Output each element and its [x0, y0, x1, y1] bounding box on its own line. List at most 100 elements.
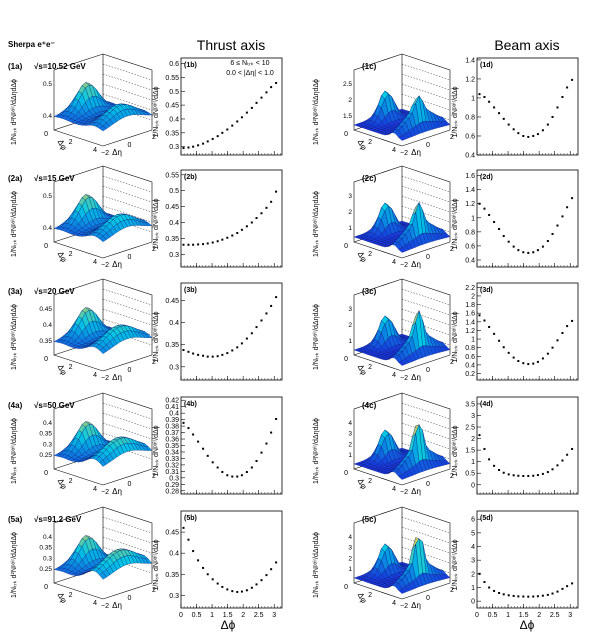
- data-point: [527, 363, 530, 366]
- surface-tick-z: 1: [348, 338, 352, 345]
- data-point: [255, 583, 258, 586]
- data-point: [551, 232, 554, 235]
- y-tick-label: 0.4: [169, 220, 179, 227]
- projection-frame: [476, 57, 579, 156]
- surface-tick-deta: 0: [128, 595, 132, 602]
- data-point: [532, 474, 535, 477]
- surface-axis-deta: [102, 241, 153, 259]
- surface-patch: [398, 588, 406, 594]
- surface-tick-deta: 0: [128, 367, 132, 374]
- surface-gridline: [401, 402, 451, 420]
- data-point: [488, 458, 491, 461]
- panel-label: (1a): [8, 62, 23, 71]
- y-tick-label: 0.55: [165, 75, 179, 82]
- y-tick-label: 2.2: [465, 285, 475, 292]
- y-tick-label: 0.5: [169, 89, 179, 96]
- surface-axis-dphi: [353, 468, 403, 486]
- data-point: [541, 472, 544, 475]
- surface-dphi-label: Δφ: [56, 591, 69, 605]
- surface-tick-z: 2: [348, 441, 352, 448]
- data-point: [226, 236, 229, 239]
- panel-label: (2c): [362, 174, 377, 183]
- surface-a-ylabel: 1/Nₜᵣₖ d²Nᵖᵃⁱʳ/dΔηdΔϕ: [10, 79, 18, 145]
- panel-label: (4a): [8, 401, 23, 410]
- y-tick-label: 0.31: [165, 469, 179, 476]
- projection-b-ylabel: 1/Nₜᵣₖ dNᵖᵃⁱʳ/dΔϕ: [152, 198, 160, 249]
- surface-tick-deta: 0: [426, 142, 430, 149]
- surface-tick-z: 4: [348, 420, 352, 427]
- beam-axis-title: Beam axis: [494, 37, 559, 53]
- surface-axis-dphi: [353, 241, 403, 259]
- surface-axis-dphi: [53, 468, 104, 486]
- surface-gridline: [102, 412, 153, 430]
- data-point: [187, 350, 190, 353]
- data-point: [226, 588, 229, 591]
- y-tick-label: 0.35: [165, 572, 179, 579]
- surface-tick-deta: 0: [426, 254, 430, 261]
- panel-label: (5d): [480, 515, 493, 522]
- surface-tick-dphi: 2: [368, 478, 372, 485]
- data-point: [270, 200, 273, 203]
- data-point: [182, 243, 185, 246]
- surface-tick-dphi: 2: [368, 592, 372, 599]
- panel-label: (1b): [184, 62, 197, 69]
- data-point: [546, 123, 549, 126]
- surface-gridline: [102, 328, 153, 346]
- data-point: [527, 595, 530, 598]
- projection-frame: [476, 282, 579, 381]
- surface-tick-deta: −2: [101, 150, 109, 157]
- data-point: [517, 595, 520, 598]
- surface-tick-deta: −2: [400, 375, 408, 382]
- data-point: [265, 206, 268, 209]
- y-tick-label: 0.3: [169, 593, 179, 600]
- surface-gridline: [401, 422, 451, 440]
- surface-axis-deta: [401, 468, 451, 486]
- surface-a-ylabel: 1/Nₜᵣₖ d²Nᵖᵃⁱʳ/dΔηdΔϕ: [10, 418, 18, 484]
- data-point: [260, 212, 263, 215]
- data-point: [546, 471, 549, 474]
- data-point: [517, 474, 520, 477]
- surface-tick-deta: 2: [152, 359, 156, 366]
- data-point: [488, 100, 491, 103]
- surface-dphi-label: Δφ: [356, 138, 369, 152]
- data-point: [566, 325, 569, 328]
- data-point: [556, 224, 559, 227]
- data-point: [522, 595, 525, 598]
- surface-tick-deta: −2: [101, 489, 109, 496]
- surface-a-ylabel: 1/Nₜᵣₖ d²Nᵖᵃⁱʳ/dΔηdΔϕ: [10, 191, 18, 257]
- y-tick-label: 0.45: [165, 298, 179, 305]
- surface-gridline: [102, 195, 153, 213]
- x-tick-label: 0: [179, 612, 183, 619]
- data-point: [192, 550, 195, 553]
- projection-d-ylabel: 1/Nₜᵣₖ dNᵖᵃⁱʳ/dΔϕ: [451, 198, 459, 249]
- surface-gridline: [401, 432, 451, 450]
- surface-patch: [398, 360, 406, 366]
- data-point: [192, 243, 195, 246]
- y-tick-label: 0.35: [165, 130, 179, 137]
- y-tick-label: 0.8: [465, 114, 475, 121]
- data-point: [240, 474, 243, 477]
- data-point: [182, 526, 185, 529]
- x-tick-label: 1: [210, 612, 214, 619]
- surface-gridline: [401, 318, 451, 336]
- surface-gridline: [401, 412, 451, 430]
- figure-row: (2a) √s=15 GeV 1/Nₜᵣₖ d²Nᵖᵃⁱʳ/dΔηdΔϕ 0 2 4 −2 0…: [8, 165, 579, 269]
- data-point: [211, 461, 214, 464]
- y-tick-label: 0.35: [165, 236, 179, 243]
- projection-frame: [180, 57, 283, 156]
- data-point: [221, 131, 224, 134]
- surface-gridline: [102, 536, 153, 554]
- surface-tick-deta: −2: [400, 150, 408, 157]
- data-point: [202, 142, 205, 145]
- data-point: [245, 471, 248, 474]
- surface-tick-dphi: 4: [392, 259, 396, 266]
- data-point: [493, 221, 496, 224]
- surface-tick-z: 0.25: [39, 452, 52, 459]
- surface-deta-label: Δη: [112, 148, 122, 157]
- surface-gridline: [102, 205, 153, 223]
- y-tick-label: 2: [471, 436, 475, 443]
- y-tick-label: 1.8: [465, 302, 475, 309]
- y-tick-label: 0.6: [169, 61, 179, 68]
- data-point: [546, 352, 549, 355]
- surface-tick-deta: 2: [450, 246, 454, 253]
